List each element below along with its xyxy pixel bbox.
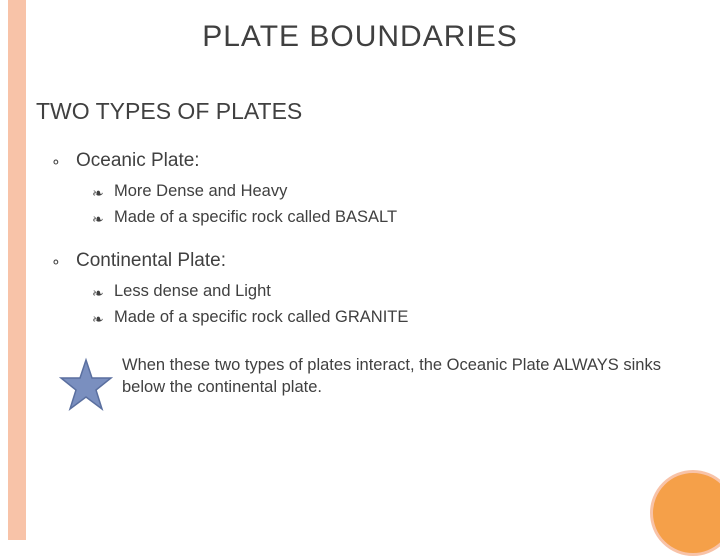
list-item: ❧ Made of a specific rock called GRANITE <box>92 308 670 330</box>
section-heading: ⚬ Continental Plate: <box>50 250 670 274</box>
list-item: ❧ More Dense and Heavy <box>92 182 670 204</box>
section-heading-text: Continental Plate: <box>76 250 226 272</box>
list-item: ❧ Made of a specific rock called BASALT <box>92 208 670 230</box>
list-item-text: Less dense and Light <box>114 282 271 301</box>
bullet-level2-icon: ❧ <box>92 208 114 230</box>
bullet-level1-icon: ⚬ <box>50 250 76 274</box>
summary-text: When these two types of plates interact,… <box>122 354 670 399</box>
star-path <box>61 360 111 409</box>
left-accent-stripe <box>8 0 26 540</box>
star-icon <box>50 354 122 414</box>
bullet-level1-icon: ⚬ <box>50 150 76 174</box>
page-subtitle: TWO TYPES OF PLATES <box>36 98 302 125</box>
bullet-level2-icon: ❧ <box>92 282 114 304</box>
page-title: PLATE BOUNDARIES <box>0 20 720 54</box>
corner-circle-decoration <box>650 470 720 556</box>
content-area: ⚬ Oceanic Plate: ❧ More Dense and Heavy … <box>50 150 670 414</box>
bullet-level2-icon: ❧ <box>92 308 114 330</box>
list-item-text: Made of a specific rock called GRANITE <box>114 308 408 327</box>
section-heading-text: Oceanic Plate: <box>76 150 200 172</box>
list-item-text: Made of a specific rock called BASALT <box>114 208 397 227</box>
section-heading: ⚬ Oceanic Plate: <box>50 150 670 174</box>
list-item-text: More Dense and Heavy <box>114 182 287 201</box>
summary-block: When these two types of plates interact,… <box>50 354 670 414</box>
list-item: ❧ Less dense and Light <box>92 282 670 304</box>
bullet-level2-icon: ❧ <box>92 182 114 204</box>
